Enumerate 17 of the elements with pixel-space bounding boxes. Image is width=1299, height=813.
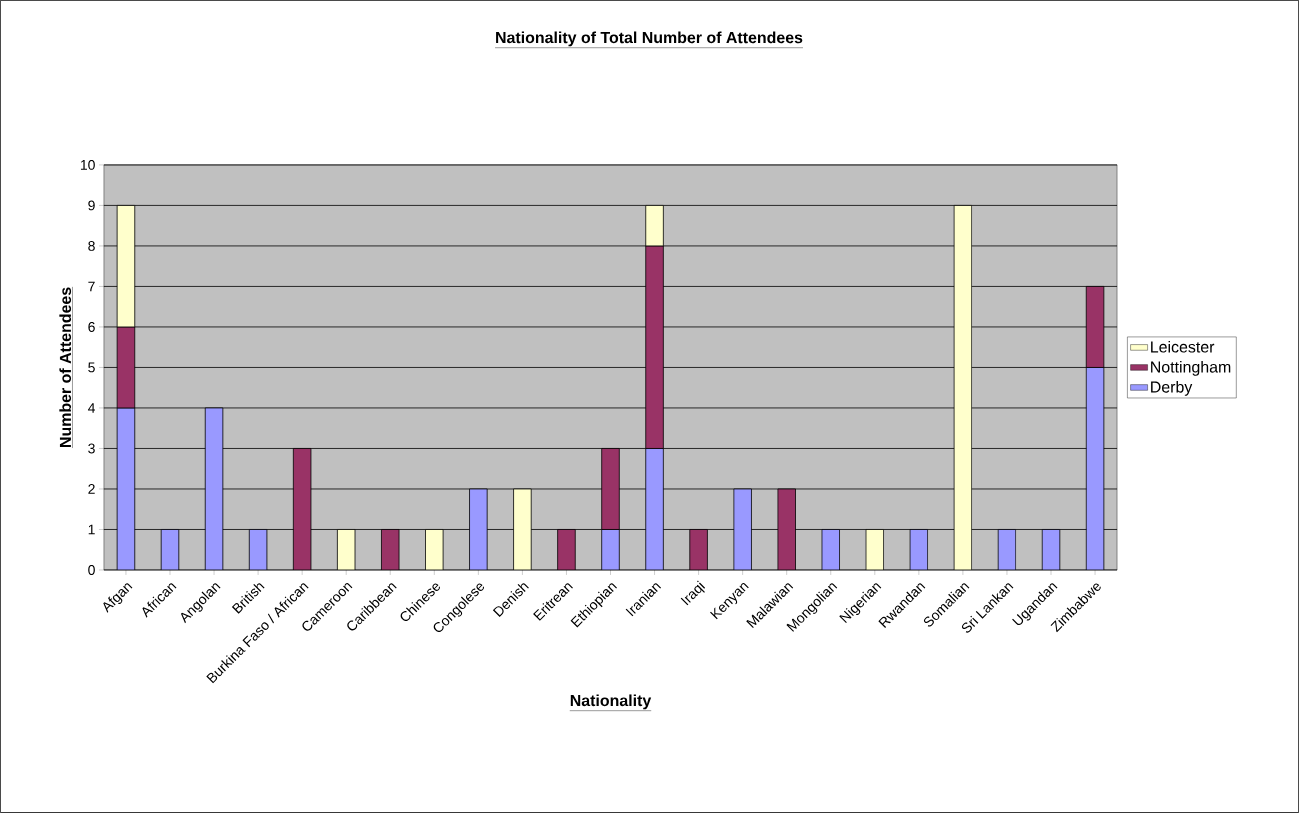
y-tick-label: 1: [88, 524, 95, 535]
legend-label: Nottingham: [1151, 360, 1231, 376]
y-tick-label: 10: [80, 159, 95, 170]
y-tick-label: 4: [87, 403, 95, 413]
y-tick-label: 8: [88, 241, 95, 251]
y-tick-label: 7: [88, 281, 95, 292]
legend-label: Derby: [1151, 380, 1193, 396]
y-axis-title: Number of Attendees: [59, 287, 72, 448]
y-tick-label: 0: [88, 565, 95, 575]
x-axis-title: Nationality: [570, 694, 652, 710]
y-tick-label: 6: [88, 322, 95, 332]
y-tick-label: 3: [88, 443, 95, 454]
y-tick-label: 9: [88, 200, 95, 211]
y-tick-label: 5: [88, 362, 95, 373]
y-tick-label: 2: [88, 484, 95, 494]
chart-title: Nationality of Total Number of Attendees: [496, 31, 803, 47]
legend-label: Leicester: [1151, 340, 1215, 353]
